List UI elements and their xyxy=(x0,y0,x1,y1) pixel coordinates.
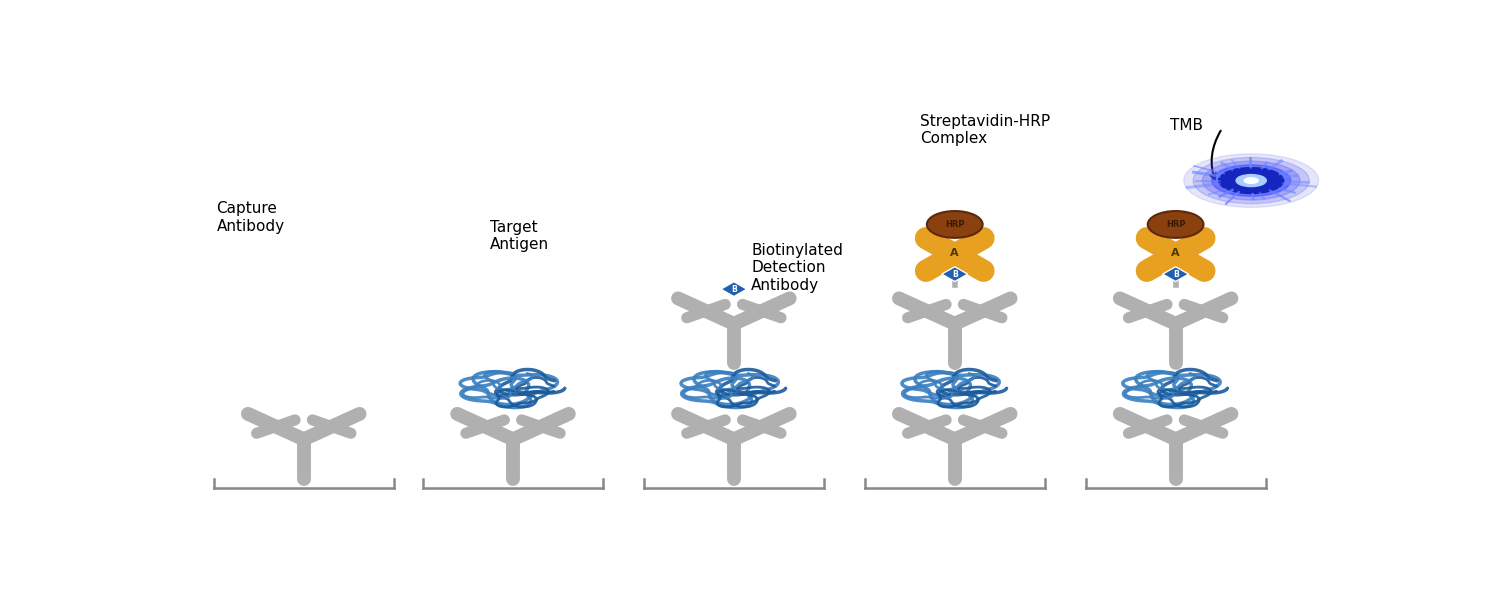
Ellipse shape xyxy=(1148,211,1203,238)
Text: A: A xyxy=(1172,248,1180,257)
Text: TMB: TMB xyxy=(1170,118,1203,133)
Ellipse shape xyxy=(927,211,982,238)
Text: HRP: HRP xyxy=(1166,220,1185,229)
Circle shape xyxy=(1192,157,1310,203)
Circle shape xyxy=(1212,165,1290,196)
Text: Biotinylated
Detection
Antibody: Biotinylated Detection Antibody xyxy=(752,243,843,293)
Polygon shape xyxy=(1184,238,1204,248)
Polygon shape xyxy=(1148,238,1168,248)
Text: HRP: HRP xyxy=(945,220,964,229)
Circle shape xyxy=(1244,178,1258,184)
Circle shape xyxy=(1236,175,1266,187)
Text: Target
Antigen: Target Antigen xyxy=(489,220,549,252)
Circle shape xyxy=(1203,161,1300,200)
Polygon shape xyxy=(926,262,948,271)
Text: B: B xyxy=(1173,269,1179,278)
Text: Capture
Antibody: Capture Antibody xyxy=(216,202,285,234)
Text: Streptavidin-HRP
Complex: Streptavidin-HRP Complex xyxy=(920,113,1050,146)
Polygon shape xyxy=(1184,262,1204,271)
Polygon shape xyxy=(1162,267,1188,281)
Text: B: B xyxy=(730,284,736,293)
Polygon shape xyxy=(1148,262,1168,271)
Circle shape xyxy=(1184,154,1318,208)
Polygon shape xyxy=(722,282,747,296)
Text: A: A xyxy=(951,248,958,257)
Text: B: B xyxy=(952,269,957,278)
Polygon shape xyxy=(962,238,984,248)
Polygon shape xyxy=(926,238,948,248)
Polygon shape xyxy=(962,262,984,271)
Polygon shape xyxy=(942,267,968,281)
Circle shape xyxy=(1218,167,1284,194)
